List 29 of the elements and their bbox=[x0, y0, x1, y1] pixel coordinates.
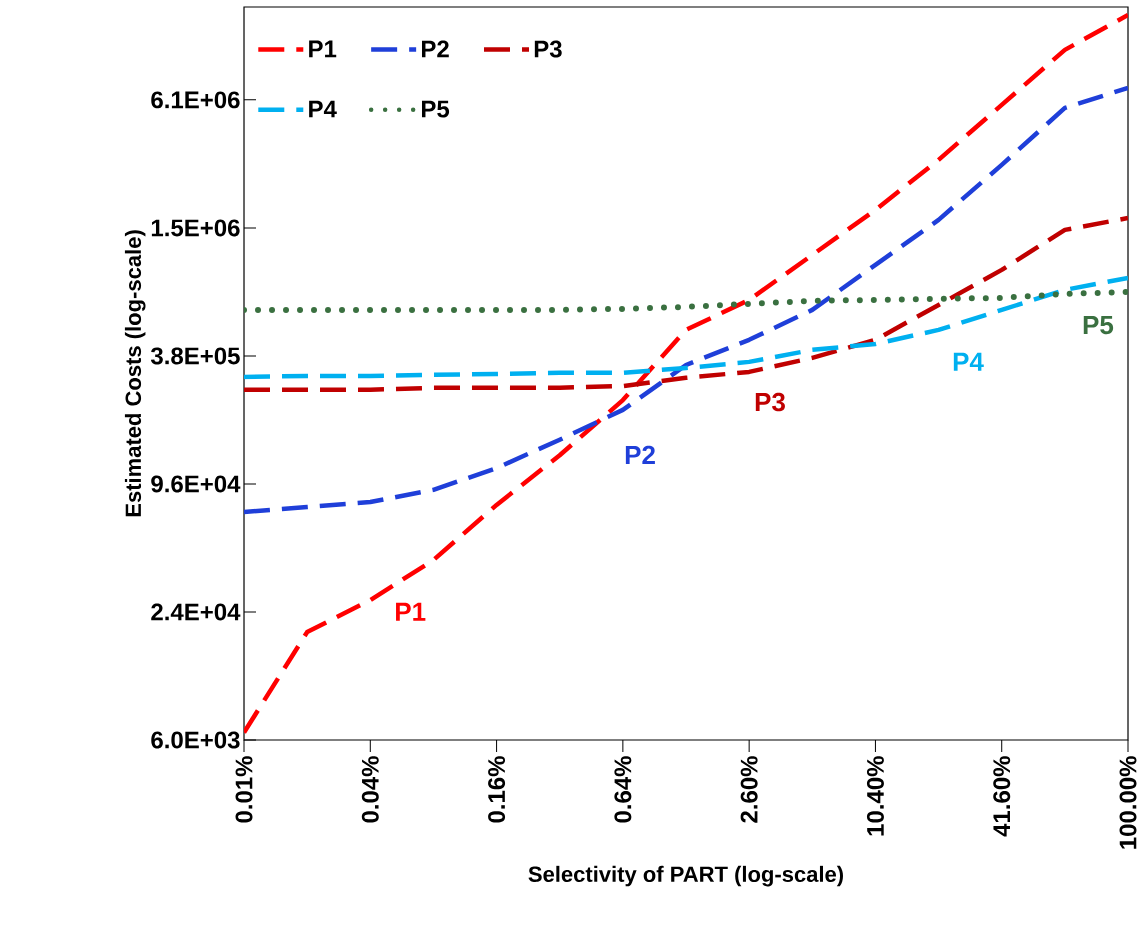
x-tick-label: 0.16% bbox=[488, 756, 506, 823]
legend-label: P5 bbox=[421, 100, 450, 118]
x-axis-title: Selectivity of PART (log-scale) bbox=[528, 865, 843, 887]
legend-label: P2 bbox=[421, 40, 449, 58]
x-tick-label: 0.01% bbox=[235, 756, 253, 823]
y-tick-label: 6.0E+03 bbox=[151, 731, 240, 749]
legend-label: P4 bbox=[309, 100, 337, 118]
legend-label: P1 bbox=[309, 40, 337, 58]
line-series bbox=[244, 85, 1128, 515]
annotation: P5 bbox=[1083, 316, 1114, 335]
legend-label: P3 bbox=[534, 40, 562, 58]
x-tick-label: 10.40% bbox=[866, 756, 884, 836]
line-series bbox=[244, 275, 1128, 380]
annotation: P2 bbox=[625, 445, 655, 464]
annotation: P4 bbox=[953, 352, 984, 371]
x-tick-label: 2.60% bbox=[740, 756, 758, 823]
y-tick-label: 1.5E+06 bbox=[151, 219, 240, 237]
y-tick-label: 9.6E+04 bbox=[151, 475, 241, 493]
y-tick-label: 6.1E+06 bbox=[151, 91, 240, 109]
x-tick-label: 0.64% bbox=[614, 756, 632, 823]
y-tick-label: 3.8E+05 bbox=[150, 347, 240, 365]
x-tick-label: 41.60% bbox=[993, 756, 1011, 837]
x-tick-label: 0.04% bbox=[361, 756, 379, 823]
y-axis-title: Estimated Costs (log-scale) bbox=[124, 230, 146, 517]
y-tick-label: 2.4E+04 bbox=[151, 603, 241, 621]
annotation: P1 bbox=[396, 602, 426, 621]
line-series bbox=[244, 12, 1128, 735]
x-tick-label: 100.00% bbox=[1119, 756, 1137, 849]
annotation: P3 bbox=[755, 392, 785, 412]
